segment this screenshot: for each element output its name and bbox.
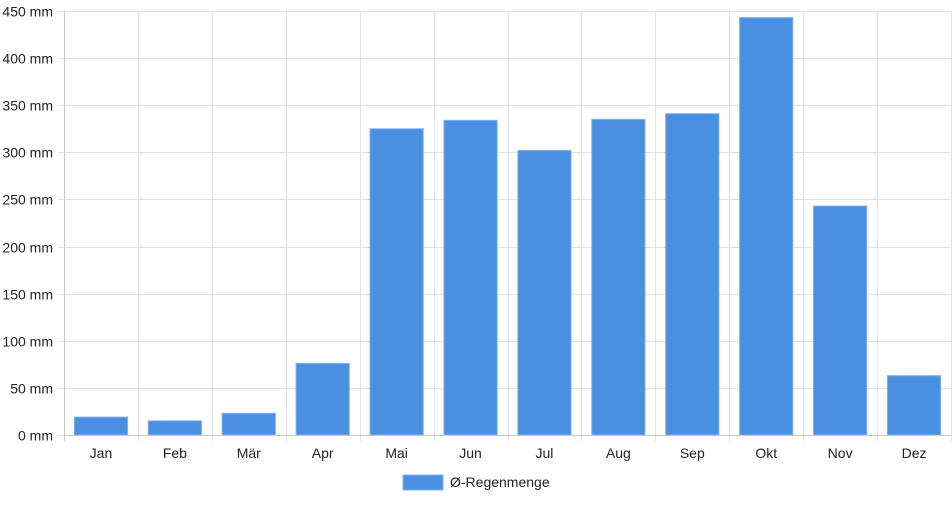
x-tick-label: Jan bbox=[90, 445, 113, 461]
bar-apr[interactable] bbox=[295, 362, 350, 436]
x-tick-label: Jun bbox=[459, 445, 482, 461]
bars bbox=[73, 17, 942, 436]
y-tick-label: 50 mm bbox=[10, 381, 53, 397]
x-tick-label: Okt bbox=[755, 445, 777, 461]
legend-swatch[interactable] bbox=[402, 474, 444, 491]
y-tick-label: 300 mm bbox=[2, 145, 53, 161]
y-tick-label: 100 mm bbox=[2, 334, 53, 350]
legend-label[interactable]: Ø-Regenmenge bbox=[450, 474, 550, 490]
bar-dez[interactable] bbox=[886, 375, 942, 436]
y-tick-label: 150 mm bbox=[2, 287, 53, 303]
y-tick-label: 250 mm bbox=[2, 192, 53, 208]
x-tick-label: Nov bbox=[828, 445, 853, 461]
y-tick-label: 350 mm bbox=[2, 98, 53, 114]
bar-jan[interactable] bbox=[73, 416, 129, 436]
y-tick-label: 200 mm bbox=[2, 240, 53, 256]
bar-aug[interactable] bbox=[591, 118, 646, 436]
bar-jun[interactable] bbox=[443, 119, 498, 436]
x-tick-label: Apr bbox=[312, 445, 334, 461]
x-tick-label: Mär bbox=[237, 445, 261, 461]
x-tick-label: Sep bbox=[680, 445, 705, 461]
bar-nov[interactable] bbox=[813, 205, 868, 436]
y-tick-label: 0 mm bbox=[18, 428, 53, 444]
axes: 0 mm 50 mm 100 mm 150 mm 200 mm 250 mm 300 mm 3… bbox=[2, 4, 951, 461]
bar-mär[interactable] bbox=[221, 412, 276, 436]
bar-okt[interactable] bbox=[739, 17, 794, 436]
bar-feb[interactable] bbox=[147, 420, 202, 436]
x-tick-label: Jul bbox=[536, 445, 554, 461]
legend[interactable]: Ø-Regenmenge bbox=[402, 474, 550, 491]
bar-sep[interactable] bbox=[665, 113, 720, 436]
y-tick-label: 400 mm bbox=[2, 51, 53, 67]
x-tick-label: Aug bbox=[606, 445, 631, 461]
y-tick-label: 450 mm bbox=[2, 4, 53, 20]
x-tick-label: Mai bbox=[385, 445, 408, 461]
x-tick-label: Dez bbox=[902, 445, 927, 461]
bar-mai[interactable] bbox=[369, 128, 424, 436]
x-tick-label: Feb bbox=[163, 445, 187, 461]
bar-jul[interactable] bbox=[517, 149, 572, 436]
